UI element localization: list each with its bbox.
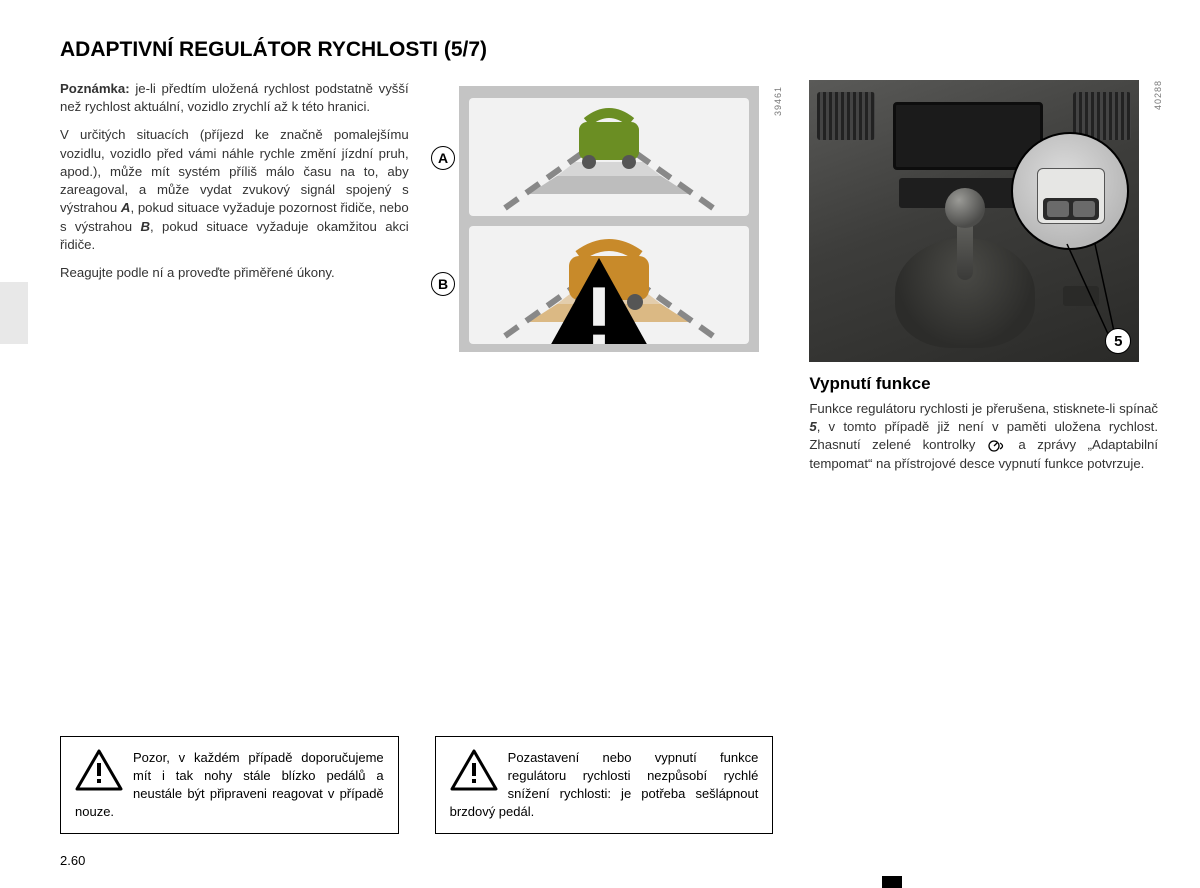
col-mid: 39461 A B (435, 80, 784, 840)
diagram-wrap: 39461 A B (459, 86, 759, 352)
alert-icon (469, 252, 739, 344)
warn-box-mid: Pozastavení nebo vypnutí funkce reguláto… (435, 736, 774, 834)
right-p1a: Funkce regulátoru rychlosti je přerušena… (809, 401, 1158, 416)
cruise-indicator-icon (987, 439, 1007, 453)
note-label: Poznámka: (60, 81, 130, 96)
img-code-right: 40288 (1153, 80, 1163, 110)
col-left: Poznámka: je-li předtím uložená rychlost… (60, 80, 409, 840)
img-code-mid: 39461 (773, 86, 783, 116)
footer-mark (882, 876, 902, 888)
panel-A-svg (469, 98, 749, 216)
warn-box-left: Pozor, v každém případě doporučujeme mít… (60, 736, 399, 834)
page-number: 2.60 (60, 853, 85, 868)
diagram-box (459, 86, 759, 352)
dashboard-photo: 40288 (809, 80, 1139, 362)
left-para3: Reagujte podle ní a proveďte přiměřené ú… (60, 264, 409, 282)
warning-icon (75, 749, 123, 791)
note-para: Poznámka: je-li předtím uložená rychlost… (60, 80, 409, 116)
ref-5: 5 (809, 419, 816, 434)
left-para2: V určitých situacích (příjezd ke značně … (60, 126, 409, 254)
console-button-icon (1063, 286, 1099, 306)
col-right: 40288 (809, 80, 1158, 840)
warning-icon (450, 749, 498, 791)
right-para: Funkce regulátoru rychlosti je přerušena… (809, 400, 1158, 473)
ref-A: A (121, 200, 131, 215)
callout-circle (1011, 132, 1129, 250)
side-tab (0, 282, 28, 344)
panel-B (469, 226, 749, 344)
page: ADAPTIVNÍ REGULÁTOR RYCHLOSTI (5/7) Pozn… (0, 0, 1200, 840)
columns: Poznámka: je-li předtím uložená rychlost… (60, 80, 1158, 840)
callout-buttons-icon (1043, 198, 1099, 220)
panel-A (469, 98, 749, 216)
label-B: B (431, 272, 455, 296)
car-green-icon (579, 113, 639, 169)
page-title: ADAPTIVNÍ REGULÁTOR RYCHLOSTI (5/7) (60, 38, 1158, 62)
label-A: A (431, 146, 455, 170)
subheading: Vypnutí funkce (809, 374, 1158, 394)
ref-B: B (140, 219, 150, 234)
gear-knob (945, 188, 985, 228)
vent-left-icon (817, 92, 875, 140)
